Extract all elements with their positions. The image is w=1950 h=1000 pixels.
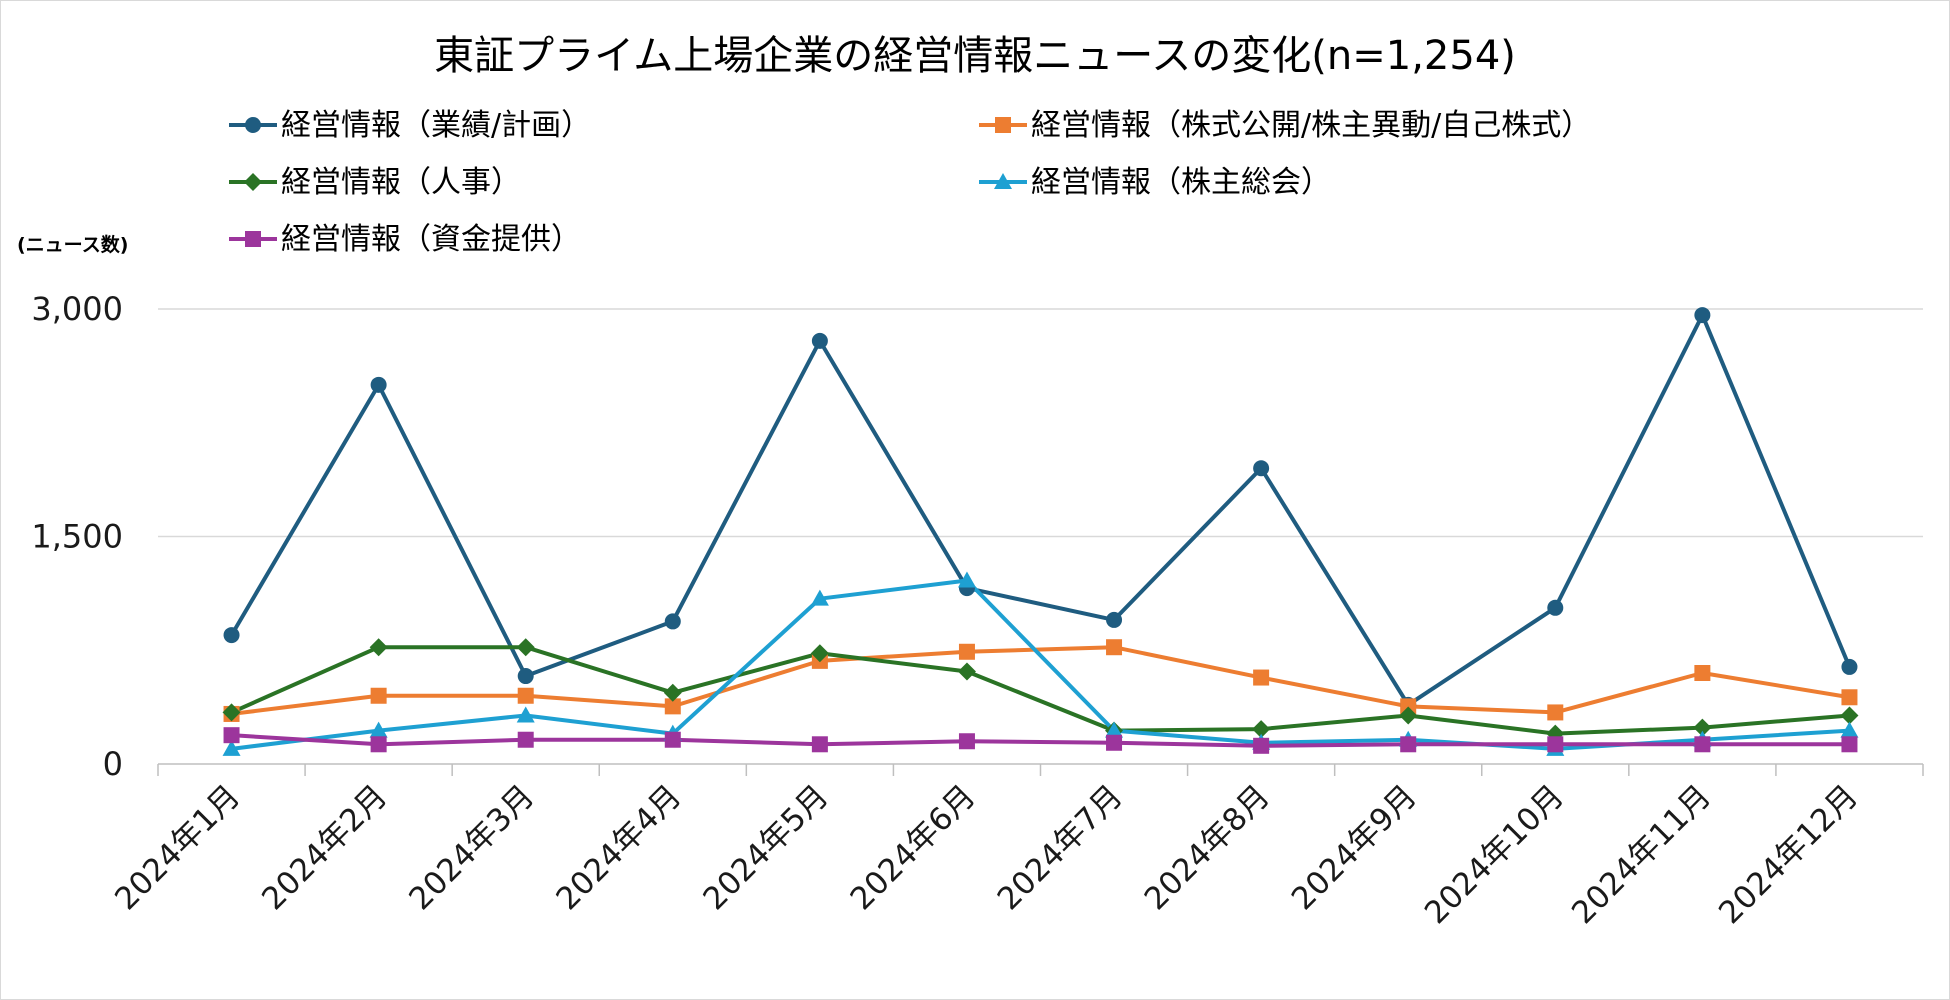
- data-point: [370, 736, 387, 753]
- data-point: [664, 698, 681, 715]
- data-point: [1840, 706, 1859, 725]
- data-point: [516, 706, 535, 723]
- data-point: [1400, 736, 1417, 753]
- series-line-4: [231, 733, 1850, 748]
- x-tick-label: 2024年1月: [108, 778, 247, 917]
- gridlines: [158, 308, 1923, 538]
- series-line-2: [230, 645, 1850, 736]
- data-point: [1547, 736, 1564, 753]
- data-point: [958, 643, 975, 660]
- x-tick-label: 2024年2月: [255, 778, 394, 917]
- data-point: [1253, 460, 1270, 477]
- data-point: [1841, 658, 1858, 675]
- chart-title: 東証プライム上場企業の経営情報ニュースの変化(n=1,254): [434, 33, 1516, 79]
- data-point: [517, 668, 534, 685]
- series-lines: [229, 313, 1852, 751]
- data-point: [1106, 611, 1123, 628]
- series-line-0: [229, 313, 1852, 707]
- data-point: [516, 638, 535, 657]
- data-point: [811, 332, 828, 349]
- data-point: [1399, 706, 1418, 725]
- y-axis-ticks: 0 1,500 3,000: [31, 290, 123, 783]
- data-point: [957, 662, 976, 681]
- data-point: [1694, 307, 1711, 324]
- series-markers: [222, 307, 1859, 756]
- legend-label: 経営情報（資金提供）: [281, 222, 581, 257]
- y-tick-label: 3,000: [31, 290, 123, 328]
- legend-marker: [244, 173, 262, 191]
- data-point: [663, 683, 682, 702]
- data-point: [1694, 665, 1711, 681]
- legend-label: 経営情報（株主総会）: [1031, 165, 1331, 200]
- x-tick-label: 2024年10月: [1418, 778, 1571, 931]
- x-tick-label: 2024年12月: [1712, 778, 1865, 931]
- legend-label: 経営情報（株式公開/株主異動/自己株式）: [1031, 108, 1591, 143]
- legend-item: 経営情報（株式公開/株主異動/自己株式）: [979, 108, 1591, 143]
- data-point: [1106, 639, 1123, 656]
- data-point: [517, 731, 534, 748]
- series-line-1: [231, 645, 1850, 716]
- data-point: [369, 721, 388, 738]
- legend-marker: [994, 173, 1012, 189]
- data-point: [957, 571, 976, 588]
- x-tick-label: 2024年11月: [1565, 778, 1718, 931]
- data-point: [811, 736, 828, 753]
- y-tick-label: 1,500: [31, 518, 123, 556]
- legend-item: 経営情報（資金提供）: [229, 222, 581, 257]
- data-point: [1106, 734, 1123, 751]
- legend-item: 経営情報（株主総会）: [979, 165, 1331, 200]
- x-tick-label: 2024年6月: [844, 778, 983, 917]
- data-point: [1841, 736, 1858, 753]
- data-point: [1841, 689, 1858, 706]
- data-point: [1693, 718, 1712, 737]
- data-point: [810, 644, 829, 663]
- x-tick-label: 2024年8月: [1138, 778, 1277, 917]
- legend-label: 経営情報（業績/計画）: [281, 108, 591, 143]
- data-point: [810, 589, 829, 606]
- x-tick-label: 2024年5月: [696, 778, 835, 917]
- data-point: [1547, 599, 1564, 616]
- data-point: [1253, 737, 1270, 754]
- legend-marker: [245, 231, 261, 247]
- data-point: [222, 739, 241, 756]
- series-line-3: [231, 578, 1850, 751]
- data-point: [1400, 698, 1417, 715]
- legend: 経営情報（業績/計画） 経営情報（株式公開/株主異動/自己株式） 経営情報（人事） 経…: [229, 108, 1591, 257]
- x-tick-label: 2024年7月: [991, 778, 1130, 917]
- data-point: [223, 727, 240, 744]
- legend-marker: [995, 117, 1011, 133]
- x-axis: 2024年1月 2024年2月 2024年3月 2024年4月 2024年5月 2024年…: [108, 763, 1924, 931]
- data-point: [1253, 669, 1270, 686]
- x-tick-label: 2024年4月: [549, 778, 688, 917]
- data-point: [370, 376, 387, 393]
- legend-item: 経営情報（人事）: [229, 165, 521, 200]
- x-tick-label: 2024年9月: [1285, 778, 1424, 917]
- y-tick-label: 0: [103, 745, 123, 783]
- data-point: [1694, 736, 1711, 753]
- data-point: [223, 627, 240, 644]
- y-axis-unit-label: (ニュース数): [17, 233, 128, 256]
- data-point: [958, 733, 975, 750]
- legend-item: 経営情報（業績/計画）: [229, 108, 591, 143]
- data-point: [1105, 721, 1124, 738]
- legend-label: 経営情報（人事）: [281, 165, 521, 200]
- legend-marker: [245, 117, 261, 133]
- data-point: [517, 687, 534, 704]
- data-point: [369, 638, 388, 657]
- data-point: [664, 731, 681, 748]
- data-point: [370, 687, 387, 704]
- x-tick-label: 2024年3月: [402, 778, 541, 917]
- data-point: [664, 613, 681, 630]
- data-point: [1547, 704, 1564, 721]
- data-point: [1252, 720, 1271, 739]
- data-point: [1840, 721, 1859, 738]
- data-point: [222, 703, 241, 722]
